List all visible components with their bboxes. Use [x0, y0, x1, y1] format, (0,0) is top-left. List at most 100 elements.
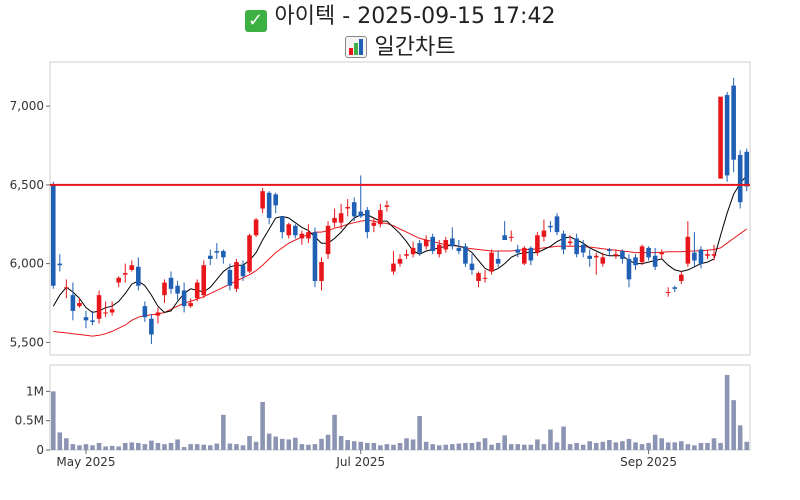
candle-body	[679, 274, 684, 281]
price-ytick-label: 6,000	[10, 257, 44, 271]
price-ytick-label: 6,500	[10, 178, 44, 192]
date-xtick-label: Jul 2025	[335, 455, 385, 469]
candle-body	[685, 236, 691, 264]
volume-bar	[665, 442, 671, 450]
candle-body	[469, 263, 475, 270]
candle-body	[332, 217, 337, 223]
candle-body	[450, 238, 455, 247]
volume-bar	[103, 446, 108, 450]
volume-bar	[188, 444, 193, 450]
volume-bar	[371, 442, 377, 450]
candle-body	[443, 240, 449, 250]
candle-body	[175, 285, 180, 294]
volume-bar	[430, 444, 435, 450]
volume-bar	[692, 445, 697, 450]
candle-body	[652, 255, 658, 267]
candle-body	[489, 252, 494, 272]
candle-body	[90, 320, 95, 322]
candle-body	[397, 258, 403, 264]
ma-short-line	[52, 175, 748, 314]
chart-title-text: 아이텍 - 2025-09-15 17:42	[274, 4, 556, 29]
volume-bar	[345, 440, 350, 450]
candle-body	[620, 251, 625, 259]
candle-body	[194, 282, 200, 299]
candle-body	[633, 257, 638, 266]
candle-body	[83, 317, 89, 321]
candle-body	[273, 194, 278, 206]
candle-body	[338, 213, 344, 223]
candle-body	[50, 184, 56, 286]
volume-bar	[168, 442, 174, 450]
candle-body	[129, 265, 135, 270]
candle-body	[109, 309, 115, 313]
volume-bar	[273, 436, 278, 450]
candle-body	[508, 236, 514, 238]
volume-bar	[593, 442, 599, 450]
candle-body	[502, 235, 507, 241]
candle-body	[155, 312, 161, 316]
candle-body	[214, 251, 220, 253]
volume-bar	[587, 441, 593, 450]
candle-body	[404, 254, 409, 256]
candle-body	[698, 249, 704, 264]
volume-bar	[613, 442, 619, 450]
volume-plot-frame	[49, 364, 751, 451]
volume-bar	[129, 442, 135, 450]
chart-subtitle: 일간차트	[0, 33, 800, 63]
volume-bar	[253, 441, 259, 450]
candle-body	[227, 269, 233, 286]
volume-bar	[397, 442, 403, 450]
volume-bar	[391, 444, 396, 450]
candle-body	[266, 192, 272, 218]
candle-body	[515, 249, 521, 253]
volume-bar	[338, 435, 344, 450]
volume-bar	[620, 441, 625, 450]
candle-body	[463, 246, 468, 264]
candle-body	[646, 247, 651, 258]
bar-chart-icon	[344, 36, 367, 58]
candle-body	[77, 303, 82, 307]
volume-bar	[351, 441, 357, 450]
volume-bar	[685, 444, 691, 450]
candle-body	[57, 263, 63, 266]
candle-body	[731, 85, 736, 160]
candle-body	[600, 257, 606, 264]
candle-body	[188, 303, 193, 307]
candle-body	[391, 263, 396, 272]
candle-body	[495, 258, 501, 264]
volume-ytick-label: 1M	[26, 384, 44, 398]
chart-title: ✓ 아이텍 - 2025-09-15 17:42	[0, 2, 800, 32]
volume-bar	[528, 444, 534, 450]
volume-bar	[293, 437, 298, 450]
volume-bar	[201, 444, 207, 450]
candle-body	[365, 210, 370, 233]
volume-bar	[96, 442, 102, 450]
volume-bar	[50, 391, 56, 450]
volume-bar	[502, 435, 507, 450]
volume-bar	[580, 444, 586, 450]
volume-bar	[175, 439, 180, 450]
volume-bar	[561, 426, 566, 450]
volume-bar	[207, 445, 213, 450]
candle-body	[253, 219, 259, 236]
candle-body	[306, 232, 311, 239]
volume-bar	[652, 434, 658, 450]
volume-bar	[325, 434, 331, 450]
volume-bar	[142, 444, 148, 450]
volume-bar	[64, 438, 69, 450]
candle-body	[587, 255, 593, 259]
price-plot-frame	[49, 61, 751, 356]
volume-bar	[404, 438, 409, 450]
volume-bar	[247, 435, 252, 450]
candle-body	[522, 247, 527, 264]
candle-body	[70, 295, 76, 311]
candle-body	[724, 95, 730, 176]
candle-body	[142, 306, 148, 318]
volume-bar	[574, 442, 579, 450]
candle-body	[482, 277, 488, 279]
volume-ytick-label: 0	[36, 443, 44, 457]
candle-body	[247, 235, 252, 272]
volume-bar	[711, 438, 717, 450]
candle-body	[705, 254, 710, 256]
